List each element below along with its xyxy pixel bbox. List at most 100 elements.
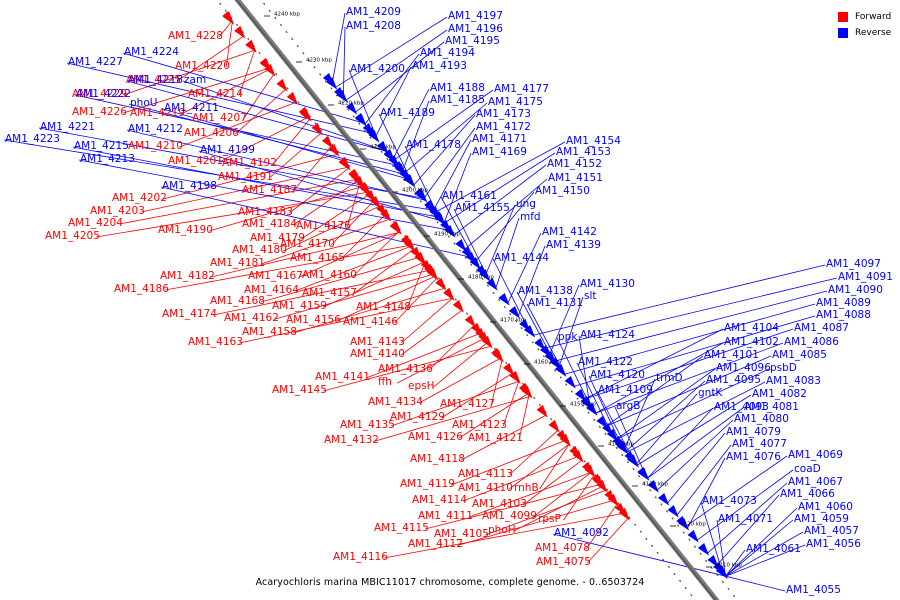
reverse-callout-line — [548, 284, 580, 356]
forward-gene-label: AM1_4206 — [184, 127, 239, 139]
reverse-callout-line — [573, 315, 816, 387]
forward-callout-line — [469, 471, 592, 518]
forward-callout-line — [393, 277, 437, 324]
reverse-gene-feature — [345, 101, 358, 115]
forward-gene-label: AM1_4127 — [440, 398, 495, 410]
reverse-callout-line — [595, 342, 784, 414]
reverse-gene-feature — [555, 363, 567, 377]
forward-callout-line — [295, 245, 412, 292]
forward-gene-label: rnhB — [514, 482, 539, 494]
reverse-gene-label: AM1_4195 — [445, 35, 500, 47]
reverse-gene-label: AM1_4197 — [448, 10, 503, 22]
reverse-gene-label: AM1_4057 — [804, 525, 859, 537]
forward-gene-feature — [404, 238, 416, 252]
forward-gene-label: AM1_4162 — [224, 312, 279, 324]
forward-gene-feature — [286, 91, 299, 105]
reverse-gene-feature — [667, 504, 679, 518]
reverse-callout-line — [342, 26, 346, 98]
forward-gene-feature — [311, 122, 323, 136]
forward-gene-label: AM1_4181 — [210, 257, 265, 269]
reverse-gene-label: zam — [184, 74, 206, 86]
reverse-gene-label: trmD — [656, 372, 683, 384]
reverse-gene-label: AM1_4161 — [442, 190, 497, 202]
forward-callout-line — [272, 118, 311, 165]
reverse-gene-feature — [336, 89, 348, 103]
forward-gene-feature — [443, 287, 455, 301]
forward-gene-label: AM1_4157 — [302, 287, 357, 299]
reverse-callout-line — [556, 337, 592, 409]
forward-gene-label: AM1_4205 — [45, 230, 100, 242]
forward-callout-line — [397, 337, 485, 384]
forward-gene-feature — [276, 78, 288, 92]
forward-gene-label: ffh — [378, 376, 392, 388]
forward-callout-line — [323, 261, 424, 308]
reverse-callout-line — [464, 178, 548, 250]
forward-callout-line — [522, 459, 583, 506]
forward-gene-feature — [364, 189, 377, 203]
reverse-gene-label: AM1_4154 — [566, 135, 621, 147]
reverse-gene-label: AM1_4211 — [164, 102, 219, 114]
forward-gene-label: AM1_4179 — [250, 232, 305, 244]
reverse-gene-label: AM1_4122 — [578, 356, 633, 368]
reverse-gene-feature — [469, 256, 481, 270]
reverse-callout-line — [413, 114, 476, 186]
reverse-callout-line — [614, 406, 647, 478]
forward-gene-feature — [264, 63, 276, 77]
reverse-gene-label: AM1_4120 — [590, 369, 645, 381]
scale-tick-label: 4110 kbp — [716, 563, 742, 569]
reverse-callout-line — [595, 342, 724, 414]
forward-callout-line — [234, 88, 287, 135]
reverse-callout-line — [626, 381, 766, 453]
forward-gene-feature — [548, 419, 560, 433]
reverse-gene-label: AM1_4150 — [535, 185, 590, 197]
scale-tick-label: 4150 kbp — [570, 402, 596, 408]
forward-swatch — [838, 12, 848, 22]
forward-callout-line — [391, 380, 519, 427]
reverse-swatch — [838, 28, 848, 38]
reverse-callout-line — [635, 393, 698, 465]
reverse-gene-label: AM1_4082 — [752, 388, 807, 400]
forward-gene-label: AM1_4226 — [72, 106, 127, 118]
forward-gene-label: AM1_4121 — [468, 432, 523, 444]
reverse-gene-label: phoU — [130, 97, 157, 109]
reverse-callout-line — [564, 303, 816, 375]
forward-gene-feature — [607, 493, 619, 507]
forward-callout-line — [337, 275, 436, 322]
forward-callout-line — [261, 218, 390, 265]
reverse-gene-feature — [394, 162, 406, 176]
reverse-gene-feature — [606, 428, 619, 442]
reverse-gene-label: slt — [584, 290, 597, 302]
reverse-gene-label: argB — [616, 400, 640, 412]
forward-gene-label: AM1_4160 — [302, 269, 357, 281]
forward-callout-line — [440, 372, 513, 419]
forward-callout-line — [375, 395, 531, 442]
forward-callout-line — [352, 230, 400, 277]
reverse-gene-label: coaD — [794, 463, 821, 475]
reverse-gene-label: AM1_4171 — [472, 133, 527, 145]
reverse-gene-feature — [523, 324, 536, 338]
scale-tick-label: 4240 kbp — [274, 12, 300, 18]
reverse-gene-label: AM1_4185 — [430, 94, 485, 106]
forward-callout-line — [384, 512, 625, 559]
reverse-callout-line — [558, 296, 584, 368]
forward-callout-line — [239, 297, 453, 344]
reverse-gene-feature — [544, 350, 556, 364]
reverse-gene-label: AM1_4109 — [598, 384, 653, 396]
forward-gene-feature — [415, 252, 427, 266]
forward-callout-line — [513, 485, 603, 532]
forward-gene-label: AM1_4132 — [324, 434, 379, 446]
reverse-gene-feature — [627, 454, 639, 468]
reverse-gene-label: AM1_4144 — [494, 252, 549, 264]
forward-gene-label: AM1_4204 — [68, 217, 123, 229]
reverse-callout-line — [355, 41, 445, 113]
reverse-track-dash — [260, 0, 739, 600]
reverse-gene-label: psbD — [770, 362, 797, 374]
reverse-callout-line — [584, 328, 724, 400]
reverse-gene-label: AM1_4069 — [788, 449, 843, 461]
forward-gene-label: AM1_4190 — [158, 224, 213, 236]
forward-gene-label: AM1_4165 — [290, 252, 345, 264]
forward-gene-label: AM1_4192 — [222, 157, 277, 169]
reverse-gene-label: AM1_4079 — [726, 426, 781, 438]
forward-callout-line — [141, 166, 349, 213]
gene-labels: AM1_4228 AM1_4220 AM1_4225 AM1_4229 AM1_4214… — [5, 6, 893, 596]
